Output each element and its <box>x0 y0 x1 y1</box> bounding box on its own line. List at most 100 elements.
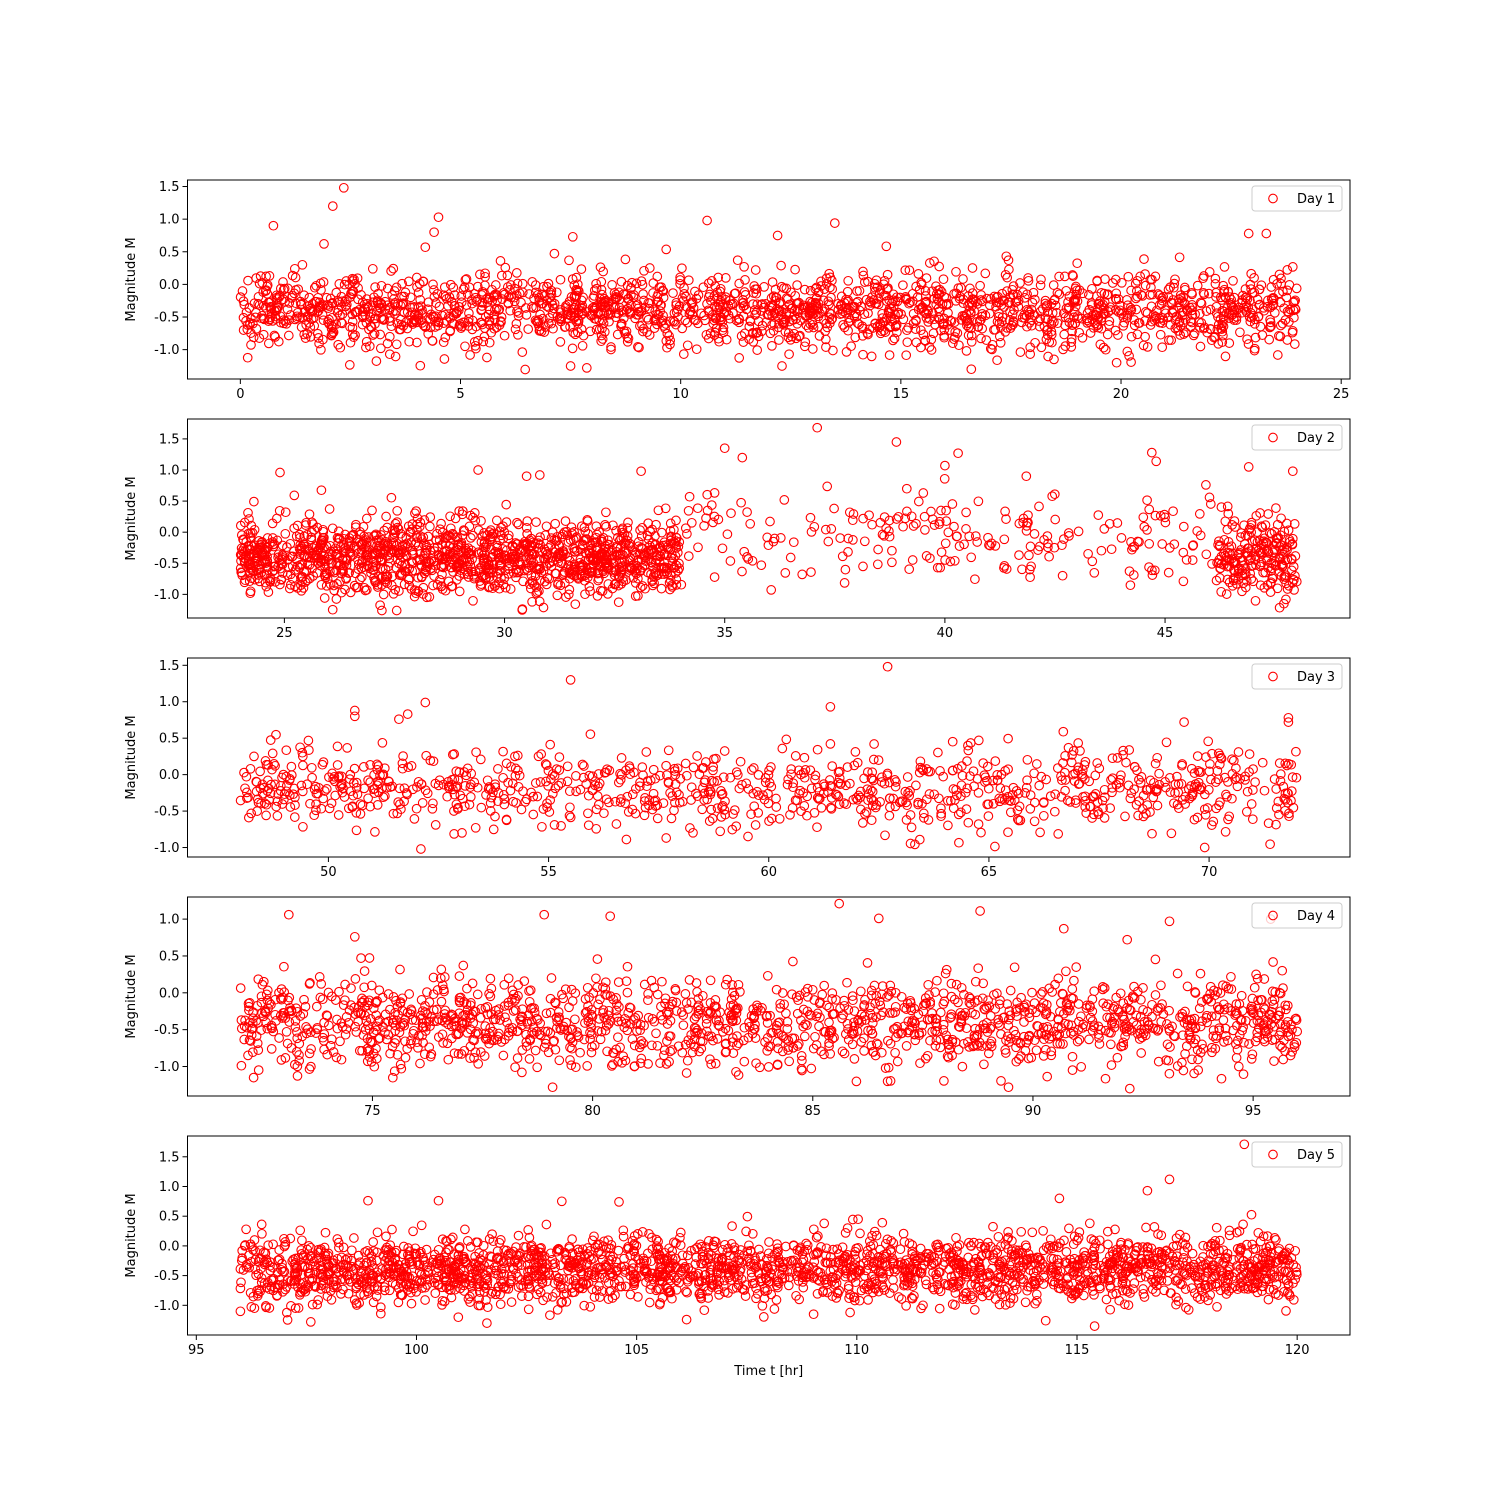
data-point <box>776 260 786 271</box>
data-point <box>391 605 402 616</box>
data-point <box>453 305 464 316</box>
data-point <box>882 661 893 672</box>
data-point <box>852 794 863 805</box>
data-point <box>425 512 436 522</box>
data-point <box>245 532 256 542</box>
data-point <box>1111 357 1122 368</box>
data-point <box>1063 528 1074 538</box>
data-point <box>880 830 890 841</box>
data-point <box>352 273 363 284</box>
data-point <box>759 282 769 292</box>
data-point <box>1276 513 1286 524</box>
data-point <box>963 740 973 751</box>
data-point <box>574 557 585 568</box>
data-point <box>375 329 386 340</box>
data-point <box>315 560 326 571</box>
data-point <box>705 785 715 795</box>
data-point <box>527 302 537 312</box>
data-point <box>848 535 858 545</box>
data-point <box>262 551 272 562</box>
data-point <box>549 248 560 259</box>
data-point <box>351 825 362 836</box>
y-tick-label: 1.5 <box>159 432 180 447</box>
data-point <box>669 308 680 318</box>
data-point <box>661 833 672 843</box>
data-point <box>858 513 868 524</box>
data-point <box>1074 327 1085 338</box>
data-point <box>475 269 485 280</box>
data-point <box>729 288 740 299</box>
data-point <box>508 567 519 578</box>
data-point <box>503 554 513 564</box>
data-point <box>369 788 380 798</box>
data-point <box>691 293 702 304</box>
data-point <box>1196 298 1207 309</box>
data-point <box>412 337 422 348</box>
data-point <box>1133 810 1143 821</box>
data-point <box>1170 314 1181 325</box>
data-point <box>340 296 350 307</box>
data-point <box>1278 286 1288 297</box>
data-point <box>273 336 284 347</box>
data-point <box>891 437 902 447</box>
data-point <box>428 798 438 809</box>
data-point <box>265 735 276 745</box>
data-point <box>1052 318 1063 329</box>
data-point <box>1213 338 1224 349</box>
data-point <box>1003 791 1013 802</box>
data-point <box>942 795 953 806</box>
data-point <box>349 705 360 716</box>
data-point <box>874 288 885 298</box>
data-point <box>707 813 718 824</box>
data-point <box>367 263 378 274</box>
data-point <box>812 822 822 833</box>
data-point <box>1038 810 1049 821</box>
data-point <box>763 788 773 799</box>
data-point <box>1017 312 1028 323</box>
data-point <box>249 496 259 507</box>
data-point <box>564 255 574 266</box>
data-point <box>424 592 435 602</box>
data-point <box>585 326 596 337</box>
data-point <box>1228 275 1238 286</box>
data-point <box>326 798 337 809</box>
data-point <box>805 512 816 523</box>
data-point <box>372 759 382 770</box>
data-point <box>648 278 659 288</box>
data-point <box>1079 774 1090 784</box>
data-point <box>554 313 565 323</box>
legend: Day 1 <box>1251 185 1343 212</box>
data-point <box>316 485 327 496</box>
data-point <box>407 545 418 556</box>
data-point <box>292 520 303 531</box>
data-point <box>534 470 545 480</box>
data-point <box>1229 305 1240 315</box>
data-point <box>1079 760 1090 770</box>
data-point <box>560 516 571 526</box>
data-point <box>400 287 411 298</box>
data-point <box>611 308 621 318</box>
data-point <box>800 765 811 775</box>
data-point <box>706 775 717 786</box>
data-point <box>719 307 730 318</box>
data-point <box>840 308 851 318</box>
data-point <box>608 520 618 531</box>
data-point <box>966 330 977 341</box>
data-point <box>235 795 246 806</box>
data-point <box>263 587 274 597</box>
data-point <box>1233 568 1244 579</box>
data-point <box>359 535 369 546</box>
data-point <box>421 558 432 569</box>
data-point <box>590 302 601 313</box>
data-point <box>924 258 935 268</box>
data-point <box>956 282 966 293</box>
data-point <box>948 765 958 776</box>
data-point <box>582 514 593 525</box>
data-point <box>601 794 612 805</box>
data-point <box>425 521 435 532</box>
data-point <box>431 298 441 308</box>
data-point <box>1265 302 1276 313</box>
data-point <box>565 321 575 332</box>
data-point <box>374 541 384 552</box>
data-point <box>328 327 339 338</box>
